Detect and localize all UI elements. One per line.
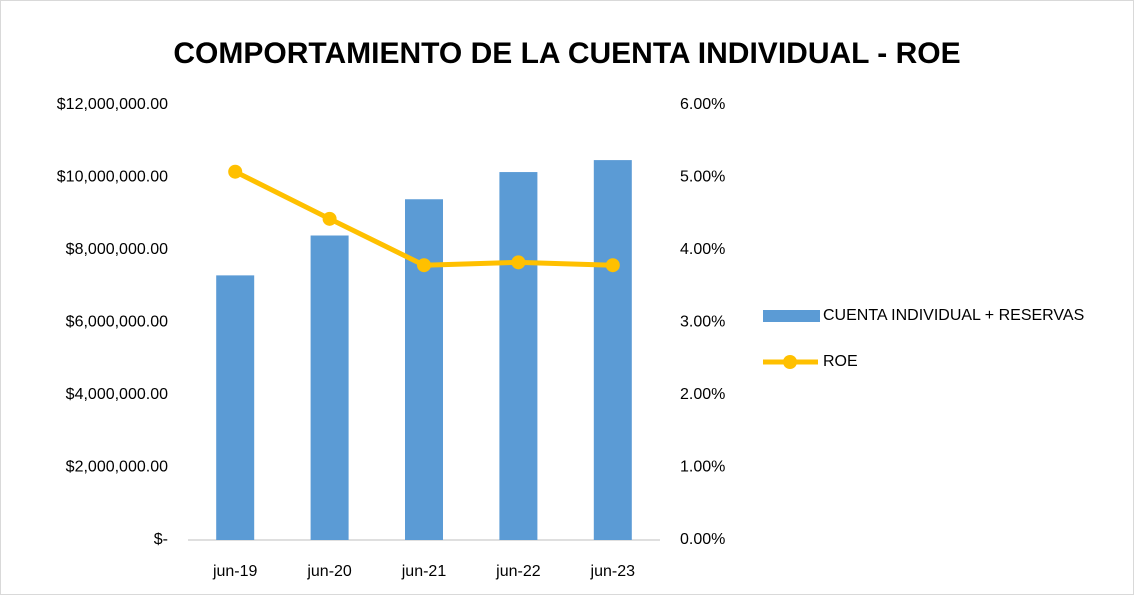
y-tick-label: $6,000,000.00: [66, 314, 168, 331]
x-tick-label: jun-20: [306, 563, 352, 580]
line-marker: [228, 164, 243, 179]
y2-tick-label: 6.00%: [680, 96, 725, 113]
line-marker: [322, 211, 337, 226]
x-tick-label: jun-23: [590, 563, 636, 580]
bar: [405, 199, 443, 540]
y2-tick-label: 3.00%: [680, 314, 725, 331]
legend-label: CUENTA INDIVIDUAL + RESERVAS: [823, 307, 1084, 324]
chart-title: COMPORTAMIENTO DE LA CUENTA INDIVIDUAL -…: [173, 37, 960, 70]
y2-tick-label: 2.00%: [680, 386, 725, 403]
y-tick-label: $-: [154, 531, 168, 548]
y2-tick-label: 1.00%: [680, 459, 725, 476]
y-tick-label: $2,000,000.00: [66, 459, 168, 476]
x-tick-label: jun-21: [401, 563, 447, 580]
bar: [499, 172, 538, 540]
y2-tick-label: 4.00%: [680, 241, 725, 258]
bar: [593, 160, 632, 540]
y-tick-label: $12,000,000.00: [57, 96, 168, 113]
line-marker: [417, 258, 431, 273]
y-tick-label: $4,000,000.00: [66, 386, 168, 403]
line-marker: [511, 255, 526, 270]
legend-swatch: [763, 310, 820, 322]
x-tick-label: jun-19: [212, 563, 258, 580]
bar: [216, 275, 255, 540]
bar: [310, 235, 349, 540]
y2-tick-label: 5.00%: [680, 169, 725, 186]
legend-marker: [783, 355, 797, 369]
legend-label: ROE: [823, 353, 858, 370]
y2-tick-label: 0.00%: [680, 531, 725, 548]
x-tick-label: jun-22: [495, 563, 541, 580]
y-tick-label: $8,000,000.00: [66, 241, 168, 258]
y-tick-label: $10,000,000.00: [57, 169, 168, 186]
line-marker: [605, 258, 620, 273]
